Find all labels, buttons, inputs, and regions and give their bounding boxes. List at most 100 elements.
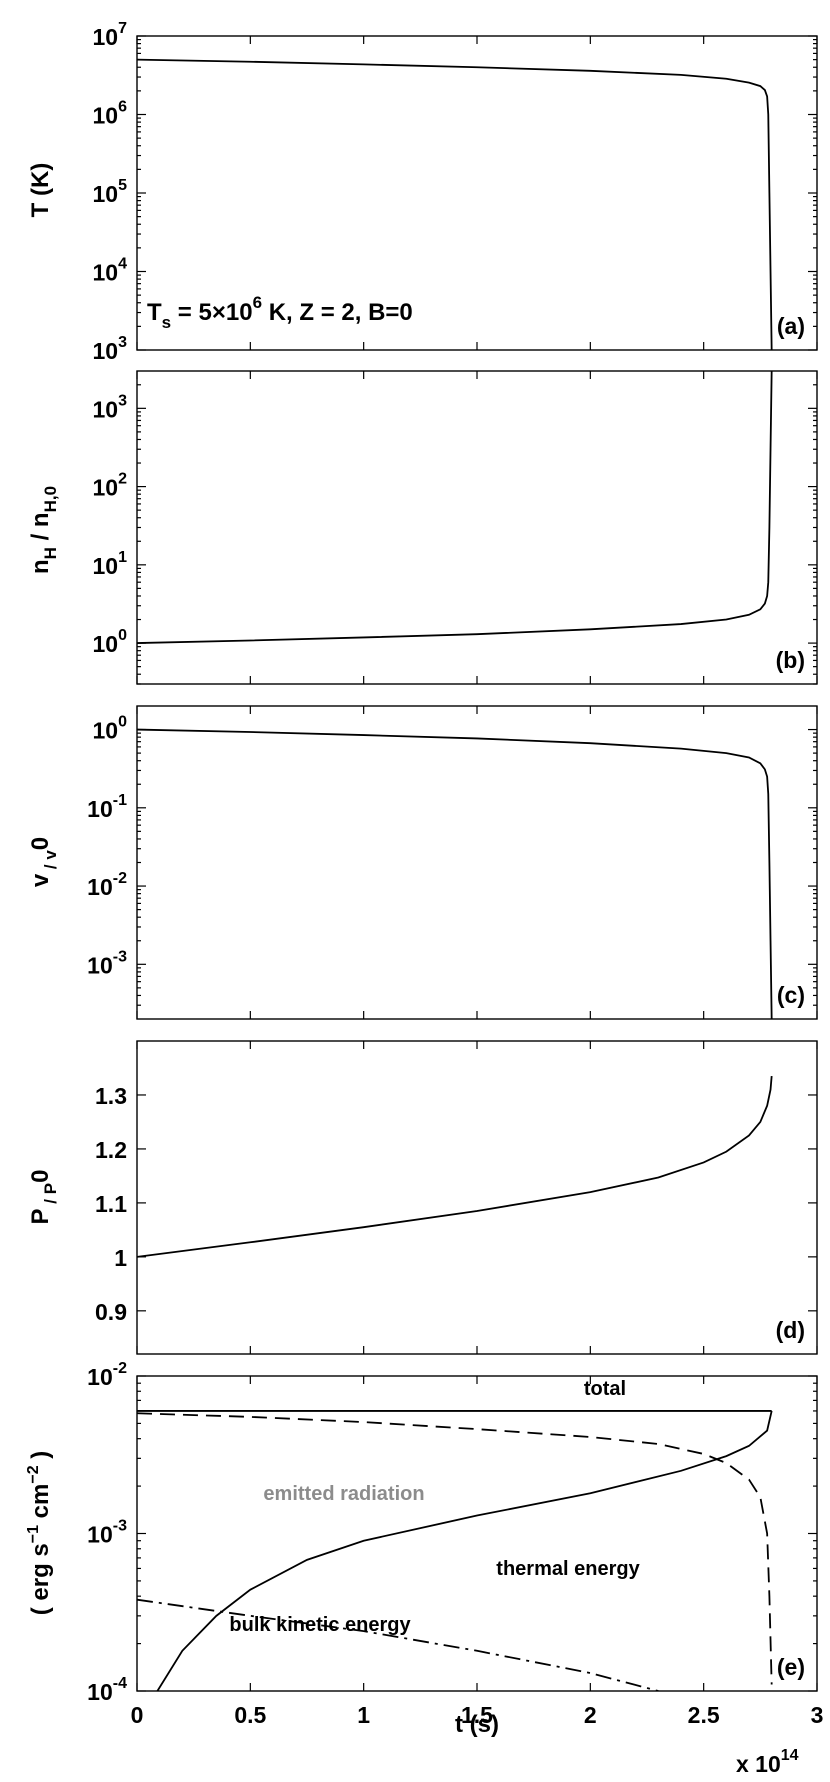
y-tick-label: 10-3 bbox=[87, 1518, 127, 1548]
y-tick-label: 10-1 bbox=[87, 792, 127, 822]
y-tick-base: 10 bbox=[87, 1522, 113, 1548]
y-tick-exponent: -2 bbox=[113, 1360, 127, 1377]
y-tick-base: 10 bbox=[93, 181, 119, 207]
y-tick-exponent: 3 bbox=[118, 334, 127, 351]
y-tick-label: 10-3 bbox=[87, 948, 127, 978]
y-tick-base: 10 bbox=[93, 475, 119, 501]
series-d bbox=[137, 1076, 773, 1258]
panel-label: (a) bbox=[777, 313, 805, 339]
y-tick-base: 10 bbox=[93, 103, 119, 129]
y-axis-label: nH / nH,0 bbox=[27, 486, 60, 574]
y-tick-exponent: 0 bbox=[118, 714, 127, 731]
series-a bbox=[137, 58, 773, 350]
y-axis-label-part: / P bbox=[41, 1183, 60, 1209]
annotation: Ts = 5×106 K, Z = 2, B=0 bbox=[147, 293, 413, 332]
y-tick-exponent: -2 bbox=[113, 870, 127, 887]
y-tick-label: 107 bbox=[93, 20, 128, 50]
y-axis-label-part: cm bbox=[27, 1484, 54, 1525]
annotation-part: T bbox=[147, 299, 162, 326]
panel-e: 10-410-310-2( erg s−1 cm−2 )(e)totalther… bbox=[25, 1360, 818, 1705]
y-axis-label-part: ( erg s bbox=[27, 1543, 54, 1615]
y-tick-label: 100 bbox=[93, 714, 128, 744]
y-tick-base: 10 bbox=[93, 338, 119, 364]
y-tick-base: 10 bbox=[87, 1679, 113, 1705]
y-tick-exponent: 5 bbox=[118, 177, 127, 194]
y-tick-label: 105 bbox=[93, 177, 128, 207]
y-tick-exponent: -4 bbox=[113, 1675, 127, 1692]
y-tick-label: 1.3 bbox=[95, 1083, 127, 1109]
x-tick-label: 1.5 bbox=[461, 1702, 493, 1728]
panel-label: (d) bbox=[776, 1317, 805, 1343]
x-tick-label: 0 bbox=[131, 1702, 144, 1728]
y-axis-label-part: H,0 bbox=[41, 486, 60, 512]
series-emitted-radiation bbox=[156, 1410, 773, 1691]
series-label: total bbox=[584, 1378, 626, 1400]
y-axis-label: v / v0 bbox=[27, 837, 60, 887]
y-tick-label: 101 bbox=[93, 549, 128, 579]
y-tick-base: 10 bbox=[87, 1364, 113, 1390]
x-multiplier-exponent: 14 bbox=[781, 1747, 799, 1764]
y-tick-base: 1.1 bbox=[95, 1191, 127, 1217]
panel-label: (c) bbox=[777, 982, 805, 1008]
y-axis-label-part: / n bbox=[27, 512, 54, 547]
y-tick-base: 10 bbox=[93, 396, 119, 422]
annotation-part: s bbox=[162, 313, 171, 332]
plot-frame bbox=[136, 370, 818, 685]
y-tick-exponent: 4 bbox=[118, 256, 127, 273]
y-axis-label: ( erg s−1 cm−2 ) bbox=[25, 1451, 54, 1616]
y-axis-label-part: / v bbox=[41, 850, 60, 874]
y-tick-label: 0.9 bbox=[95, 1299, 127, 1325]
y-tick-exponent: 1 bbox=[118, 549, 127, 566]
x-axis-multiplier: x 1014 bbox=[736, 1747, 799, 1777]
annotation-part: 6 bbox=[253, 293, 262, 312]
x-axis-label: t (s) bbox=[455, 1711, 499, 1738]
y-tick-label: 103 bbox=[93, 334, 128, 364]
series-c bbox=[137, 728, 773, 1019]
y-tick-base: 10 bbox=[93, 24, 119, 50]
y-tick-label: 10-4 bbox=[87, 1675, 127, 1705]
y-tick-base: 1.2 bbox=[95, 1137, 127, 1163]
series-label: emitted radiation bbox=[263, 1483, 424, 1505]
x-tick-label: 2.5 bbox=[688, 1702, 720, 1728]
plot-frame bbox=[136, 1375, 818, 1692]
y-tick-exponent: -3 bbox=[113, 1518, 127, 1535]
y-tick-label: 1 bbox=[114, 1245, 127, 1271]
y-tick-exponent: -1 bbox=[113, 792, 127, 809]
y-tick-exponent: 7 bbox=[118, 20, 127, 37]
y-axis-label-part: P bbox=[27, 1208, 54, 1224]
y-tick-label: 10-2 bbox=[87, 1360, 127, 1390]
series-label: bulk kinetic energy bbox=[229, 1614, 411, 1636]
y-tick-base: 10 bbox=[87, 796, 113, 822]
y-tick-exponent: 3 bbox=[118, 392, 127, 409]
y-axis-label-text: T (K) bbox=[27, 163, 54, 218]
y-tick-label: 103 bbox=[93, 392, 128, 422]
series-thermal-energy bbox=[137, 1412, 773, 1685]
y-axis-label-part: −1 bbox=[25, 1525, 42, 1543]
y-tick-base: 10 bbox=[87, 952, 113, 978]
y-tick-base: 1.3 bbox=[95, 1083, 127, 1109]
y-axis-label-part: −2 bbox=[25, 1465, 42, 1483]
y-tick-label: 106 bbox=[93, 99, 128, 129]
y-axis-label-part: H bbox=[41, 547, 60, 559]
y-tick-base: 10 bbox=[87, 874, 113, 900]
series-label: thermal energy bbox=[496, 1558, 640, 1580]
y-tick-exponent: 0 bbox=[118, 627, 127, 644]
y-tick-label: 10-2 bbox=[87, 870, 127, 900]
y-axis-label-part: ) bbox=[27, 1451, 54, 1466]
y-axis-label-part: n bbox=[27, 559, 54, 574]
y-axis-label-part: 0 bbox=[27, 837, 54, 850]
y-tick-base: 10 bbox=[93, 631, 119, 657]
y-tick-base: 10 bbox=[93, 553, 119, 579]
annotation-part: K, Z = 2, B=0 bbox=[262, 299, 413, 326]
y-tick-label: 1.2 bbox=[95, 1137, 127, 1163]
y-tick-base: 10 bbox=[93, 718, 119, 744]
y-tick-exponent: 6 bbox=[118, 99, 127, 116]
y-axis-label-part: v bbox=[27, 873, 54, 887]
x-tick-label: 0.5 bbox=[234, 1702, 266, 1728]
y-tick-label: 102 bbox=[93, 471, 128, 501]
y-tick-base: 10 bbox=[93, 260, 119, 286]
